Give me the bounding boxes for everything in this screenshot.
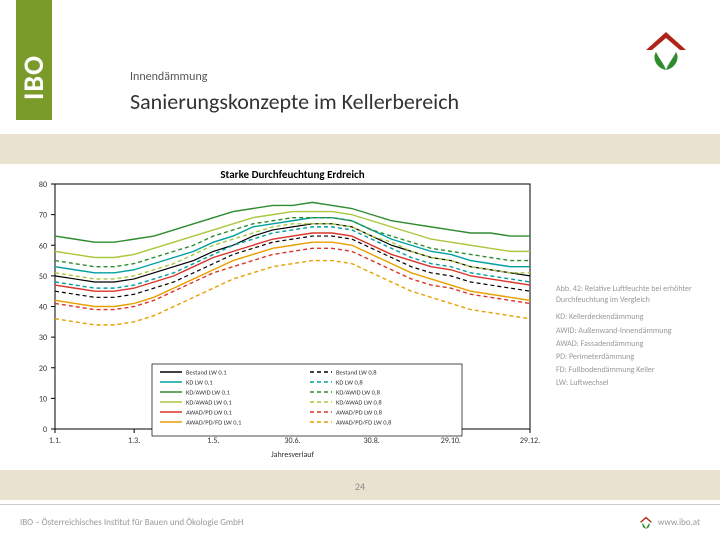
footer-org: IBO – Österreichisches Institut für Baue… [20,517,638,528]
svg-text:KD LW 0,8: KD LW 0,8 [336,379,363,387]
svg-text:1.5.: 1.5. [207,436,219,446]
svg-text:KD/AWAD LW 0,1: KD/AWAD LW 0,1 [186,399,232,407]
caption-title: Abb. 42: Relative Luftfeuchte bei erhöht… [556,284,706,306]
logo-stripe: IBO [16,0,52,120]
svg-text:AWAD/PD/FD LW 0,1: AWAD/PD/FD LW 0,1 [186,419,241,427]
caption-line: AWID: Außenwand-Innendämmung [556,326,706,337]
chart-container: Starke Durchfeuchtung Erdreich 0 10 20 30 40 5… [10,164,710,470]
svg-text:20: 20 [39,364,47,374]
svg-text:10: 10 [39,394,47,404]
svg-text:Bestand LW 0,1: Bestand LW 0,1 [186,369,227,377]
svg-text:80: 80 [39,180,47,190]
chart-caption: Abb. 42: Relative Luftfeuchte bei erhöht… [550,164,710,470]
svg-text:KD/AWID LW 0,1: KD/AWID LW 0,1 [186,389,230,397]
caption-line: AWAD: Fassadendämmung [556,339,706,350]
logo-text: IBO [17,55,52,100]
line-chart: Starke Durchfeuchtung Erdreich 0 10 20 30 40 5… [10,164,550,470]
page-number: 24 [0,480,720,493]
svg-text:KD/AWAD LW 0,8: KD/AWAD LW 0,8 [336,399,382,407]
svg-text:30.8.: 30.8. [364,436,380,446]
svg-text:50: 50 [39,272,47,282]
page-title: Sanierungskonzepte im Kellerbereich [130,88,459,115]
svg-text:29.10.: 29.10. [441,436,461,446]
svg-text:30: 30 [39,333,47,343]
svg-text:AWAD/PD LW 0,1: AWAD/PD LW 0,1 [186,409,232,417]
footer-url: www.ibo.at [658,517,700,528]
caption-line: PD: Perimeterdämmung [556,352,706,363]
svg-text:KD/AWID LW 0,8: KD/AWID LW 0,8 [336,389,381,397]
decorative-band-top [0,134,720,164]
page-subtitle: Innendämmung [130,70,459,84]
svg-text:Jahresverlauf: Jahresverlauf [271,450,314,460]
svg-text:40: 40 [39,303,47,313]
svg-text:60: 60 [39,241,47,251]
svg-text:30.6.: 30.6. [284,436,300,446]
caption-line: FD: Fußbodendämmung Keller [556,365,706,376]
svg-text:1.1.: 1.1. [49,436,61,446]
svg-text:KD LW 0,1: KD LW 0,1 [186,379,213,387]
house-logo-icon [642,30,690,79]
footer: IBO – Österreichisches Institut für Baue… [0,504,720,540]
svg-text:29.12.: 29.12. [520,436,540,446]
caption-line: KD: Kellerdeckendämmung [556,312,706,323]
caption-line: LW: Luftwechsel [556,378,706,389]
svg-text:70: 70 [39,211,47,221]
svg-text:Starke Durchfeuchtung Erdreich: Starke Durchfeuchtung Erdreich [220,168,364,181]
footer-house-icon [638,516,654,530]
svg-text:Bestand LW 0,8: Bestand LW 0,8 [336,369,377,377]
svg-text:AWAD/PD LW 0,8: AWAD/PD LW 0,8 [336,409,383,417]
svg-text:0: 0 [43,425,47,435]
svg-text:1.3.: 1.3. [128,436,140,446]
svg-text:AWAD/PD/FD LW 0,8: AWAD/PD/FD LW 0,8 [336,419,392,427]
